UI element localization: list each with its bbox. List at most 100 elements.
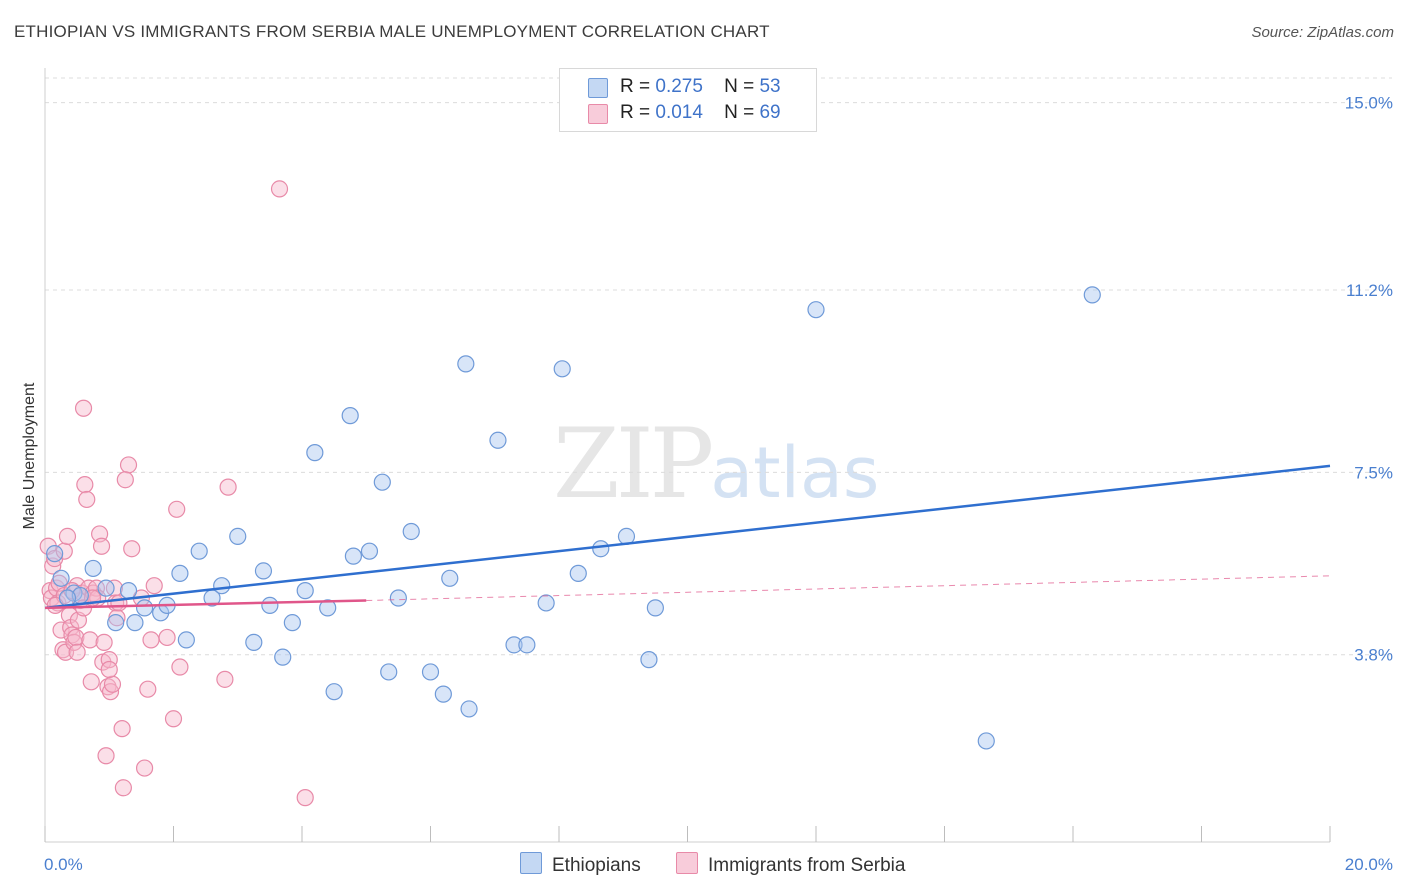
serbia-point — [68, 643, 86, 661]
watermark: ZIPatlas — [553, 408, 879, 520]
serbia-point — [168, 500, 186, 518]
legend: R = 0.275 N = 53 R = 0.014 N = 69 — [559, 68, 817, 132]
serbia-point — [100, 651, 118, 669]
chart-source: Source: ZipAtlas.com — [1251, 24, 1394, 41]
ethiopian-point — [569, 564, 587, 582]
legend-swatch-pink — [588, 104, 608, 124]
serbia-point — [114, 779, 132, 797]
ethiopian-point — [84, 559, 102, 578]
legend-swatch-blue — [588, 78, 608, 98]
serbia-point — [74, 399, 93, 417]
ethiopian-trend-line — [44, 464, 1331, 610]
y-tick-label: 15.0% — [1345, 94, 1393, 113]
ethiopian-point — [52, 569, 70, 587]
ethiopian-point — [135, 599, 154, 617]
ethiopian-point — [402, 522, 420, 541]
chart-title: ETHIOPIAN VS IMMIGRANTS FROM SERBIA MALE… — [14, 22, 770, 41]
serbia-point — [97, 747, 115, 765]
y-tick-label: 7.5% — [1354, 463, 1393, 482]
trend-lines — [44, 464, 1331, 610]
ethiopian-point — [344, 547, 362, 565]
serbia-point — [92, 537, 111, 555]
ethiopian-point — [373, 473, 391, 491]
serbia-point — [216, 670, 234, 688]
ethiopian-point — [261, 596, 279, 615]
ethiopian-point — [646, 599, 664, 617]
ethiopian-point — [977, 732, 995, 750]
ethiopian-point — [518, 636, 536, 654]
ethiopian-point — [306, 444, 324, 462]
ethiopian-point — [460, 700, 478, 718]
serbia-point — [296, 789, 314, 807]
y-tick-label: 11.2% — [1346, 281, 1393, 300]
serbia-point — [95, 633, 113, 651]
serbia-point — [270, 180, 289, 198]
ethiopian-point — [1083, 286, 1101, 304]
ethiopian-point — [171, 564, 189, 582]
ethiopian-points — [46, 286, 1101, 750]
legend-text: R = 0.014 N = 69 — [620, 102, 781, 123]
ethiopian-point — [640, 651, 658, 669]
ethiopian-point — [245, 633, 263, 651]
ethiopian-point — [380, 663, 398, 681]
bottom-legend-label: Ethiopians — [552, 855, 641, 876]
serbia-point — [139, 680, 157, 698]
watermark-atlas: atlas — [710, 432, 880, 514]
x-tick-label: 20.0% — [1345, 855, 1393, 874]
watermark-zip: ZIP — [553, 408, 714, 520]
ethiopian-point — [389, 589, 407, 607]
y-tick-label: 3.8% — [1354, 646, 1393, 665]
ethiopian-point — [296, 582, 314, 600]
ethiopian-point — [119, 582, 138, 600]
ethiopian-point — [319, 599, 337, 617]
ethiopian-point — [107, 614, 125, 632]
serbia-point — [67, 628, 85, 647]
ethiopian-point — [457, 355, 475, 373]
serbia-trend-line — [44, 599, 367, 610]
ethiopian-point — [46, 545, 64, 563]
tick-labels: 3.8% 7.5% 11.2% 15.0% 0.0% 20.0% — [44, 94, 1393, 874]
ethiopian-point — [807, 301, 825, 319]
serbia-point — [116, 471, 134, 489]
ethiopian-point — [283, 614, 301, 632]
gridlines — [45, 77, 1392, 656]
serbia-point — [164, 710, 183, 728]
serbia-point — [58, 527, 77, 546]
ethiopian-point — [489, 431, 507, 449]
serbia-point — [171, 658, 189, 676]
serbia-point — [135, 759, 154, 777]
bottom-legend-swatch-blue — [520, 852, 542, 874]
serbia-point — [142, 631, 160, 649]
ethiopian-point — [274, 648, 292, 666]
ethiopian-point — [213, 577, 231, 595]
serbia-point — [103, 675, 122, 693]
ethiopian-point — [360, 542, 379, 560]
bottom-legend-swatch-pink — [676, 852, 698, 874]
ethiopian-point — [341, 407, 359, 425]
ethiopian-point — [229, 527, 247, 546]
x-tick-label: 0.0% — [44, 855, 83, 874]
bottom-legend-label: Immigrants from Serbia — [708, 855, 906, 876]
serbia-point — [99, 678, 117, 696]
ethiopian-point — [177, 631, 195, 649]
serbia-point — [123, 540, 141, 558]
ethiopian-point — [254, 562, 273, 580]
bottom-legend-serbia: Immigrants from Serbia — [676, 852, 905, 877]
axes — [44, 68, 1331, 843]
serbia-trend-extension — [366, 575, 1331, 601]
serbia-points — [39, 180, 314, 807]
ethiopian-point — [97, 579, 115, 597]
ethiopian-point — [325, 683, 343, 701]
y-axis-label: Male Unemployment — [21, 382, 38, 529]
ethiopian-point — [537, 594, 555, 612]
serbia-point — [219, 478, 237, 496]
legend-text: R = 0.275 N = 53 — [620, 76, 781, 97]
serbia-point — [145, 577, 163, 595]
serbia-point — [119, 456, 138, 474]
ethiopian-point — [434, 685, 452, 703]
serbia-point — [158, 628, 176, 647]
ethiopian-point — [505, 636, 523, 654]
serbia-point — [78, 490, 96, 509]
ethiopian-point — [126, 614, 144, 632]
